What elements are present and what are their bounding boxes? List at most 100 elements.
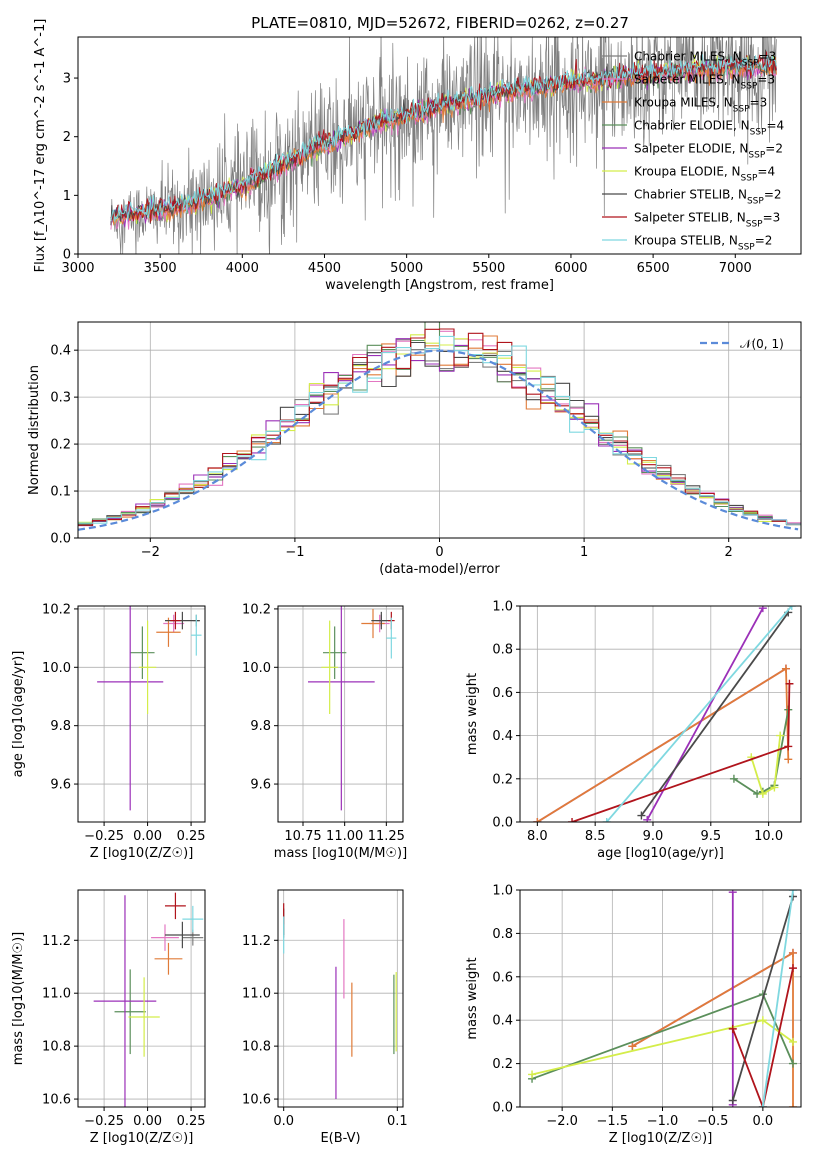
x-tick-label: 7000 xyxy=(719,261,752,276)
x-tick-label: 8.5 xyxy=(585,829,606,844)
x-tick-label: −1.5 xyxy=(597,1114,629,1129)
histogram-salpeter-elodie xyxy=(78,338,801,526)
histogram-salpeter-stelib xyxy=(78,328,801,526)
axes-frame xyxy=(277,605,404,823)
y-tick-label: 0.2 xyxy=(50,438,71,453)
plot-area xyxy=(78,322,801,531)
plot-area xyxy=(308,606,397,811)
spectrum-line xyxy=(110,56,777,226)
x-tick-label: 10.0 xyxy=(754,829,783,844)
point-marker xyxy=(770,783,779,792)
y-tick-label: 9.6 xyxy=(50,778,71,793)
x-tick-label: 9.0 xyxy=(643,829,664,844)
y-tick-label: 3 xyxy=(63,72,71,87)
weight-line xyxy=(640,611,790,817)
x-tick-label: 5500 xyxy=(472,261,505,276)
axes-frame xyxy=(77,605,206,823)
point-marker xyxy=(728,1096,737,1105)
axes-frame xyxy=(77,889,206,1108)
legend-entry: 𝒩(0, 1) xyxy=(740,337,784,351)
y-tick-label: 11.2 xyxy=(42,934,71,949)
normal-reference-curve xyxy=(78,349,799,531)
x-tick-label: −0.25 xyxy=(84,1114,124,1129)
weight-line xyxy=(750,735,782,796)
axes-frame xyxy=(77,36,802,255)
weight-line xyxy=(646,607,764,821)
x-axis-label: E(B-V) xyxy=(320,1131,360,1146)
x-tick-label: 0.0 xyxy=(273,1114,294,1129)
y-axis-label: mass weight xyxy=(465,673,480,755)
y-tick-label: 10.6 xyxy=(42,1093,71,1108)
x-tick-label: 6500 xyxy=(637,261,670,276)
weight-line xyxy=(733,709,790,795)
x-tick-label: 0.25 xyxy=(177,1114,206,1129)
legend-value: =3 xyxy=(757,73,775,87)
point-marker xyxy=(781,664,790,673)
point-marker xyxy=(785,679,794,688)
y-tick-label: 0.8 xyxy=(492,927,513,942)
y-axis-label: mass weight xyxy=(465,957,480,1039)
weight-line xyxy=(731,896,794,1101)
y-tick-label: 10.6 xyxy=(242,1093,271,1108)
axes-frame xyxy=(519,605,802,823)
point-marker xyxy=(568,818,577,822)
x-tick-label: 8.0 xyxy=(527,829,548,844)
weight-line xyxy=(536,667,790,822)
legend-value: =2 xyxy=(755,234,773,248)
x-tick-label: 0.00 xyxy=(133,1114,162,1129)
legend-value: =4 xyxy=(766,119,784,133)
point-marker xyxy=(728,890,737,897)
x-tick-label: 0.1 xyxy=(387,1114,408,1129)
legend-subscript: SSP xyxy=(746,220,763,230)
x-axis-label: Z [log10(Z/Z☉)] xyxy=(90,1131,194,1146)
legend-entry: Chabrier STELIB, NSSP=2 xyxy=(634,188,782,207)
panel-residuals: −2 −1 0 1 2 0.0 0.1 0.2 0.3 0.4 (data-model)/error… xyxy=(27,321,802,577)
spectrum-line xyxy=(110,49,777,226)
weight-line xyxy=(762,890,794,1107)
x-axis-label: (data-model)/error xyxy=(379,562,500,577)
point-marker xyxy=(788,1037,797,1046)
spectrum-line xyxy=(110,37,777,254)
plot-area xyxy=(97,606,202,811)
y-tick-label: 0.6 xyxy=(492,970,513,985)
axes-frame xyxy=(519,889,802,1108)
weight-line xyxy=(571,683,791,822)
legend-entry: Kroupa ELODIE, NSSP=4 xyxy=(634,165,775,184)
y-axis-label: mass [log10(M/M☉)] xyxy=(11,932,26,1065)
y-tick-label: 10.0 xyxy=(42,661,71,676)
x-tick-label: 4500 xyxy=(308,261,341,276)
legend-subscript: SSP xyxy=(741,82,758,92)
legend-subscript: SSP xyxy=(748,151,765,161)
y-tick-label: 2 xyxy=(63,130,71,145)
legend-value: =2 xyxy=(765,142,783,156)
legend-value: =4 xyxy=(757,165,775,179)
y-tick-label: 11.0 xyxy=(42,987,71,1002)
panel-age_vs_Z: −0.25 0.00 0.25 9.6 9.8 10.0 10.2 Z [log10(Z/Z☉… xyxy=(11,602,206,861)
plot-area xyxy=(528,890,797,1107)
panel-weight_vs_Z: −2.0 −1.5 −1.0 −0.5 0.0 0.0 0.2 0.4 0.6 0.8 1.0 Z [… xyxy=(465,884,802,1146)
point-marker xyxy=(788,964,797,973)
point-marker xyxy=(787,606,796,610)
point-marker xyxy=(788,890,797,894)
point-marker xyxy=(758,606,767,613)
x-axis-label: Z [log10(Z/Z☉)] xyxy=(90,846,194,861)
x-tick-label: 9.5 xyxy=(700,829,721,844)
y-tick-label: 0.6 xyxy=(492,686,513,701)
y-tick-label: 11.2 xyxy=(242,934,271,949)
panel-weight_vs_age: 8.0 8.5 9.0 9.5 10.0 0.0 0.2 0.4 0.6 0.8 1.0 age [l… xyxy=(465,600,802,861)
panel-age_vs_mass: 10.75 11.00 11.25 9.6 9.8 10.0 10.2 mass [log10… xyxy=(242,602,407,861)
x-tick-label: 4000 xyxy=(226,261,259,276)
weight-line xyxy=(731,967,794,1107)
legend-subscript: SSP xyxy=(733,105,750,115)
axes-frame xyxy=(77,321,802,539)
point-marker xyxy=(788,948,797,957)
legend-entry: Salpeter ELODIE, NSSP=2 xyxy=(634,142,783,161)
point-marker xyxy=(788,1059,797,1068)
y-tick-label: 10.8 xyxy=(42,1040,71,1055)
y-tick-label: 10.8 xyxy=(242,1040,271,1055)
plot-area xyxy=(93,892,204,1107)
y-tick-label: 1 xyxy=(63,189,71,204)
point-marker xyxy=(637,811,646,820)
point-marker xyxy=(758,1103,767,1107)
